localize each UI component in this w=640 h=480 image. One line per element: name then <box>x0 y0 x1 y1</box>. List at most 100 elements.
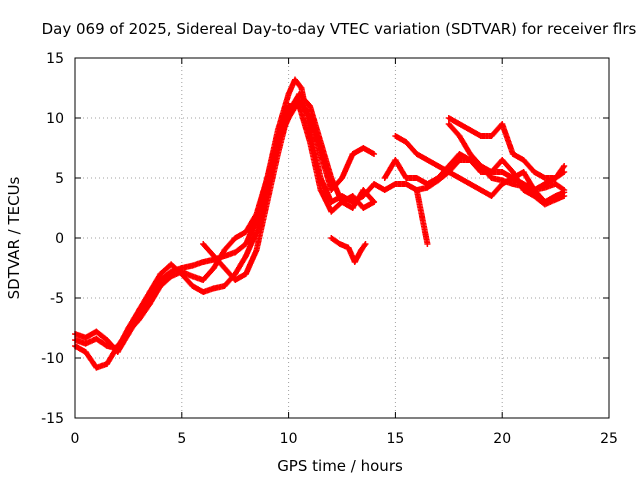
data-point <box>467 181 474 187</box>
data-point <box>371 181 378 187</box>
data-point <box>349 151 356 157</box>
data-point <box>509 181 516 187</box>
data-point <box>403 175 410 181</box>
data-point <box>125 328 132 335</box>
data-point <box>104 343 111 349</box>
data-point <box>242 271 249 277</box>
data-point <box>552 196 559 203</box>
data-point <box>242 229 249 235</box>
data-point <box>445 169 452 175</box>
data-point <box>339 175 345 181</box>
data-point <box>360 145 367 151</box>
data-point <box>381 175 388 181</box>
series-marks <box>72 97 377 352</box>
y-axis-label: SDTVAR / TECUs <box>5 176 23 299</box>
data-point <box>413 175 420 181</box>
data-point <box>285 91 292 97</box>
data-point <box>392 133 399 139</box>
data-point <box>467 157 474 163</box>
data-point <box>221 283 228 289</box>
data-point <box>456 151 463 157</box>
y-tick-label: 0 <box>55 231 64 247</box>
data-point <box>274 151 281 157</box>
data-point <box>200 241 207 247</box>
data-point <box>136 316 143 323</box>
data-point <box>552 175 559 181</box>
y-tick-label: 10 <box>46 111 64 127</box>
data-point <box>349 193 356 199</box>
x-tick-label: 15 <box>386 431 404 447</box>
series-track-d <box>200 91 378 283</box>
data-point <box>253 247 260 253</box>
data-point <box>477 133 484 139</box>
data-point <box>189 273 196 280</box>
data-point <box>210 253 217 259</box>
data-point <box>360 205 367 211</box>
ticks-layer: 0 5 10 15 20 25 -15 -10 -5 0 5 10 15 <box>41 51 618 447</box>
data-point <box>445 121 452 127</box>
data-point <box>93 364 100 371</box>
data-point <box>552 181 559 187</box>
data-point <box>146 289 153 295</box>
y-tick-label: 5 <box>55 171 64 187</box>
data-point <box>467 151 474 157</box>
data-point <box>317 187 324 193</box>
data-point <box>445 115 452 121</box>
data-point <box>114 343 121 349</box>
data-point <box>349 205 356 211</box>
data-point <box>328 235 335 241</box>
data-point <box>424 184 431 191</box>
data-point <box>328 187 335 193</box>
data-point <box>561 163 568 169</box>
data-point <box>146 301 153 307</box>
data-point <box>360 187 367 193</box>
series-track-e <box>328 235 369 265</box>
data-point <box>456 121 463 127</box>
data-point <box>531 187 538 193</box>
data-point <box>392 181 399 187</box>
data-point <box>488 175 495 181</box>
data-point <box>362 241 369 247</box>
data-point <box>345 244 352 251</box>
data-point <box>200 277 207 283</box>
data-point <box>520 183 527 190</box>
x-tick-label: 25 <box>600 431 618 447</box>
data-point <box>499 177 506 184</box>
data-point <box>82 334 89 341</box>
data-point <box>403 181 410 187</box>
y-tick-label: -15 <box>41 411 64 427</box>
data-point <box>210 285 217 292</box>
y-tick-label: -5 <box>50 291 64 307</box>
data-point <box>264 199 271 205</box>
data-point <box>189 283 196 289</box>
data-point <box>232 277 239 283</box>
data-point <box>499 169 506 175</box>
x-tick-label: 10 <box>280 431 298 447</box>
data-point <box>509 151 516 157</box>
data-point <box>456 157 463 163</box>
data-point <box>157 271 164 277</box>
data-point <box>221 247 228 253</box>
data-point <box>296 91 303 97</box>
data-point <box>328 208 335 215</box>
data-point <box>531 193 538 199</box>
data-point <box>82 349 89 355</box>
x-tick-label: 0 <box>71 431 80 447</box>
data-point <box>509 169 516 175</box>
data-point <box>456 175 463 181</box>
data-point <box>424 241 431 247</box>
data-point <box>82 340 89 347</box>
data-point <box>292 76 299 83</box>
data-point <box>200 259 207 265</box>
data-point <box>371 151 378 157</box>
chart-title: Day 069 of 2025, Sidereal Day-to-day VTE… <box>42 20 637 38</box>
x-tick-label: 20 <box>493 431 511 447</box>
data-point <box>189 262 196 269</box>
data-point <box>221 265 228 271</box>
data-point <box>413 187 420 193</box>
series-track-j <box>413 157 568 193</box>
data-point <box>499 121 506 127</box>
data-point <box>561 169 568 175</box>
y-tick-label: -10 <box>41 351 64 367</box>
